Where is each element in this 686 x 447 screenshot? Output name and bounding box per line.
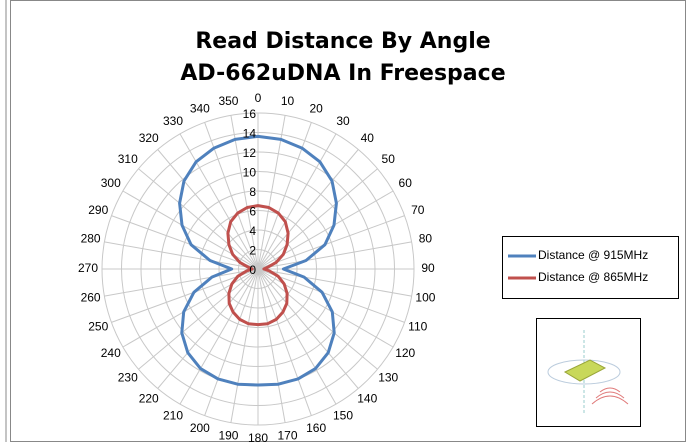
angle-label: 230: [118, 370, 138, 384]
angle-label: 210: [163, 408, 183, 422]
r-tick-label: 12: [243, 146, 257, 160]
r-tick-label: 2: [249, 244, 256, 258]
angle-label: 190: [218, 429, 238, 442]
angle-label: 270: [78, 261, 98, 275]
chart: Read Distance By Angle AD-662uDNA In Fre…: [0, 0, 686, 442]
legend-label: Distance @ 915MHz: [538, 248, 648, 262]
legend-label: Distance @ 865MHz: [538, 270, 648, 284]
angle-label: 20: [309, 101, 323, 115]
angle-label: 250: [88, 319, 108, 333]
angle-label: 70: [411, 203, 425, 217]
angle-label: 120: [395, 346, 415, 360]
angle-label: 220: [139, 391, 159, 405]
angle-label: 310: [118, 152, 138, 166]
angle-label: 140: [357, 391, 377, 405]
angle-label: 50: [382, 152, 396, 166]
angle-label: 0: [255, 91, 262, 105]
angle-label: 340: [190, 101, 210, 115]
angle-label: 80: [419, 232, 433, 246]
r-tick-label: 10: [243, 166, 257, 180]
angle-label: 110: [408, 319, 427, 333]
r-tick-label: 6: [249, 205, 256, 219]
angle-label: 60: [399, 176, 413, 190]
chart-title: Read Distance By Angle: [195, 29, 490, 54]
legend-box: [503, 237, 679, 299]
angle-label: 320: [139, 131, 159, 145]
angle-label: 300: [101, 176, 121, 190]
angle-label: 330: [163, 114, 183, 128]
angle-label: 240: [101, 346, 121, 360]
angle-label: 350: [218, 94, 238, 108]
r-tick-label: 16: [243, 107, 257, 121]
r-tick-label: 0: [249, 263, 256, 277]
angle-label: 30: [336, 114, 350, 128]
angle-label: 200: [190, 421, 210, 435]
angle-label: 160: [306, 421, 326, 435]
antenna-image: [537, 319, 641, 427]
r-tick-label: 8: [249, 185, 256, 199]
angle-label: 280: [81, 232, 101, 246]
angle-label: 180: [248, 431, 268, 442]
angle-label: 130: [378, 370, 398, 384]
r-tick-label: 4: [249, 224, 256, 238]
angle-label: 90: [421, 261, 435, 275]
angle-label: 100: [415, 291, 435, 305]
angle-label: 40: [361, 131, 375, 145]
angle-label: 150: [333, 408, 353, 422]
chart-subtitle: AD-662uDNA In Freespace: [180, 61, 505, 86]
angle-label: 170: [278, 429, 298, 442]
angle-label: 290: [88, 203, 108, 217]
r-tick-label: 14: [243, 127, 257, 141]
angle-label: 260: [81, 291, 101, 305]
angle-label: 10: [281, 94, 295, 108]
